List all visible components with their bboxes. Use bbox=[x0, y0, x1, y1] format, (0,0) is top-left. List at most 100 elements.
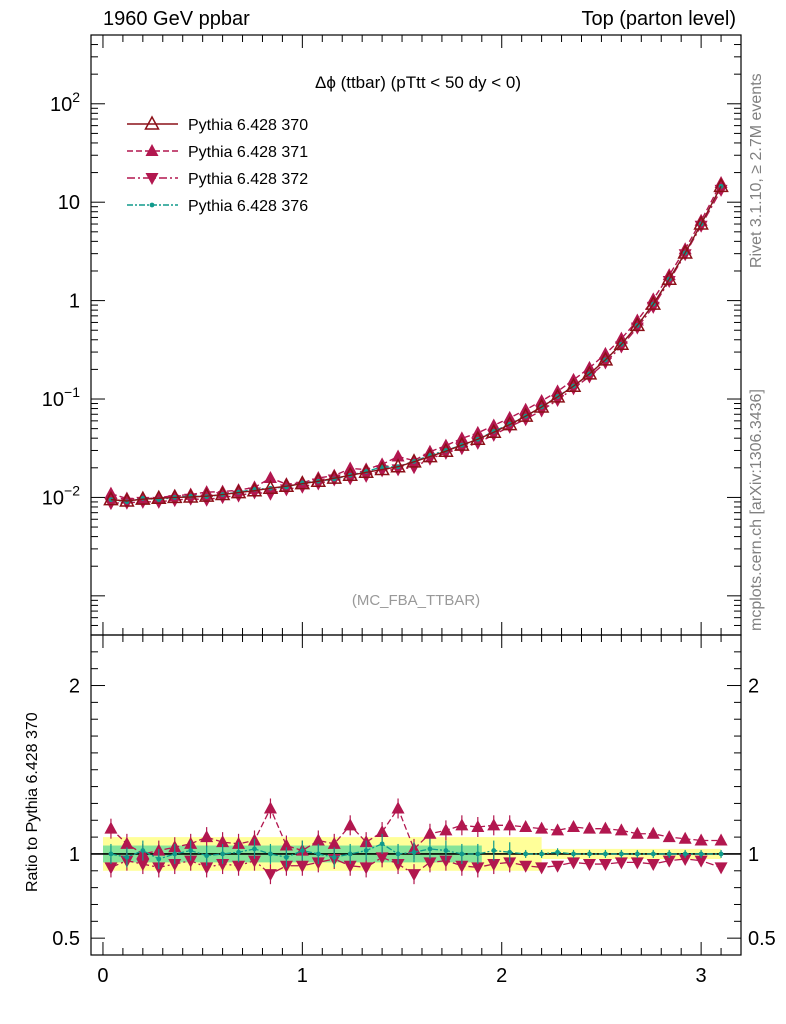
data-point bbox=[422, 448, 438, 463]
data-point bbox=[103, 491, 119, 506]
data-point bbox=[438, 442, 454, 457]
ratio-point bbox=[168, 859, 182, 872]
ratio-point bbox=[551, 823, 565, 836]
data-point bbox=[198, 487, 215, 502]
ratio-point bbox=[375, 825, 389, 838]
ratio-point bbox=[630, 826, 644, 839]
ratio-point bbox=[650, 851, 656, 857]
data-point bbox=[263, 471, 277, 484]
ratio-point bbox=[694, 855, 708, 868]
ratio-point bbox=[331, 854, 337, 860]
ratio-point bbox=[678, 831, 692, 844]
ratio-point bbox=[630, 857, 644, 870]
data-point bbox=[391, 449, 405, 462]
ratio-point bbox=[236, 849, 241, 855]
watermark: (MC_FBA_TTBAR) bbox=[352, 592, 480, 609]
ratio-point bbox=[391, 859, 405, 872]
series-line bbox=[110, 182, 722, 500]
ratio-point bbox=[263, 869, 277, 882]
data-point bbox=[582, 371, 596, 384]
ratio-point bbox=[618, 851, 624, 857]
ratio-point bbox=[343, 818, 357, 831]
y-tick-label: 10−2 bbox=[42, 482, 80, 509]
ratio-y-tick-label-right: 1 bbox=[748, 844, 759, 866]
series-line bbox=[110, 185, 722, 502]
ratio-point bbox=[535, 821, 549, 834]
ratio-point bbox=[487, 859, 501, 872]
ratio-point bbox=[582, 821, 596, 834]
ratio-y-tick-label: 0.5 bbox=[52, 928, 80, 950]
data-point bbox=[581, 365, 598, 380]
ratio-point bbox=[188, 848, 194, 853]
ratio-point bbox=[666, 851, 672, 857]
ratio-panel: 0 1 2 3 0.5 0.5 1 1 2 2 bbox=[52, 634, 776, 987]
ratio-point bbox=[375, 852, 389, 865]
data-point bbox=[182, 488, 199, 503]
y-tick-label: 10−1 bbox=[42, 384, 80, 411]
data-point bbox=[597, 351, 614, 366]
plot-title: Δϕ (ttbar) (pTtt < 50 dy < 0) bbox=[315, 73, 521, 92]
ratio-point bbox=[327, 836, 341, 849]
data-point bbox=[326, 469, 343, 484]
ratio-point bbox=[172, 851, 178, 857]
ratio-point bbox=[216, 835, 230, 848]
data-point bbox=[533, 398, 550, 413]
data-point bbox=[310, 472, 327, 488]
data-point bbox=[661, 270, 677, 285]
ratio-point bbox=[439, 823, 453, 836]
ratio-point bbox=[539, 851, 545, 857]
data-point bbox=[501, 415, 518, 431]
ratio-y-tick-label: 1 bbox=[69, 844, 80, 866]
ratio-point bbox=[491, 848, 497, 853]
ratio-point bbox=[614, 857, 628, 870]
ratio-point bbox=[646, 859, 660, 872]
legend-marker bbox=[145, 144, 159, 156]
legend-marker bbox=[145, 173, 159, 185]
ratio-point bbox=[459, 851, 465, 857]
data-point bbox=[646, 301, 660, 314]
ratio-point bbox=[555, 849, 560, 855]
ratio-point bbox=[682, 851, 688, 857]
ratio-point bbox=[551, 860, 565, 873]
x-tick-label: 3 bbox=[696, 965, 707, 987]
ratio-point bbox=[519, 860, 533, 873]
ratio-point bbox=[678, 854, 692, 866]
ratio-point bbox=[204, 853, 210, 859]
ratio-point bbox=[391, 801, 405, 814]
ratio-point bbox=[646, 826, 660, 839]
ratio-point bbox=[295, 860, 309, 873]
ratio-point bbox=[379, 841, 385, 847]
ratio-point bbox=[347, 851, 353, 857]
legend-label: Pythia 6.428 370 bbox=[188, 117, 308, 134]
ratio-point bbox=[571, 851, 576, 857]
ratio-point bbox=[427, 846, 433, 852]
ratio-point bbox=[598, 859, 612, 872]
y-tick-label: 10 bbox=[58, 192, 80, 214]
data-point bbox=[486, 423, 502, 438]
ratio-point bbox=[252, 846, 257, 852]
legend-label: Pythia 6.428 372 bbox=[188, 171, 308, 188]
data-point bbox=[454, 436, 470, 451]
ratio-point bbox=[662, 830, 676, 843]
data-point bbox=[374, 460, 390, 476]
ratio-point bbox=[598, 821, 612, 834]
data-point bbox=[549, 388, 566, 403]
data-point bbox=[629, 316, 646, 332]
ratio-point bbox=[471, 862, 485, 875]
data-point bbox=[263, 488, 277, 501]
ratio-point bbox=[395, 851, 401, 857]
ratio-point bbox=[423, 857, 437, 870]
data-point bbox=[119, 492, 135, 507]
ratio-point bbox=[423, 826, 437, 839]
ratio-point bbox=[587, 851, 592, 857]
y-tick-label: 102 bbox=[50, 89, 80, 116]
x-tick-label: 0 bbox=[97, 965, 108, 987]
ratio-point bbox=[567, 857, 581, 870]
legend-label: Pythia 6.428 371 bbox=[188, 144, 308, 161]
legend: Pythia 6.428 370 Pythia 6.428 371 Pythia 6… bbox=[127, 115, 308, 215]
ratio-point bbox=[714, 833, 728, 846]
header-right: Top (parton level) bbox=[581, 8, 736, 30]
ratio-point bbox=[582, 859, 596, 872]
ratio-point bbox=[311, 833, 325, 846]
ratio-point bbox=[220, 851, 225, 857]
